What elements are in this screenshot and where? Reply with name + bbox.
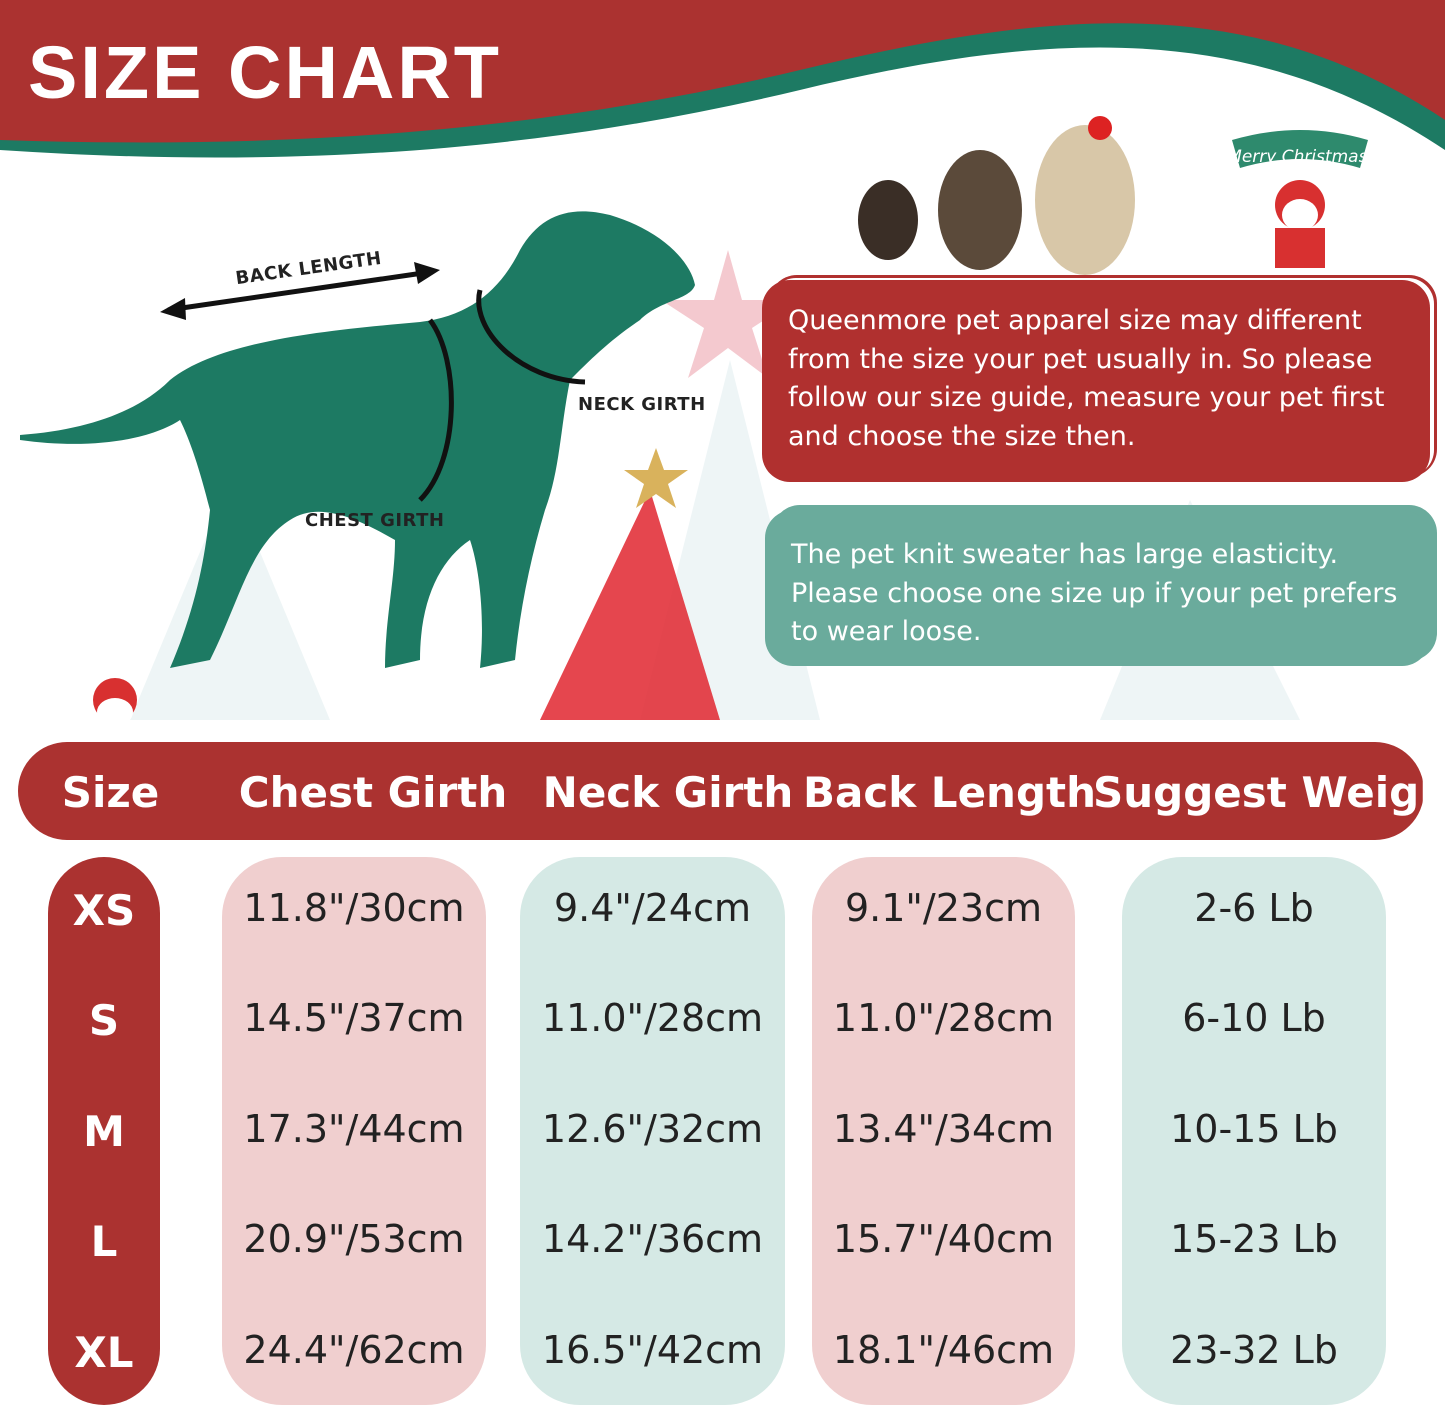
back-length-cell: 13.4"/34cm (832, 1107, 1055, 1151)
header-suggest-weight: Suggest Weight (1093, 768, 1445, 817)
size-cell: S (88, 996, 120, 1045)
size-cell: M (83, 1107, 125, 1156)
header-back-length: Back Length (803, 768, 1096, 817)
size-cell: XS (72, 886, 136, 935)
suggest-weight-cell: 23-32 Lb (1170, 1328, 1338, 1372)
santa-sign (1232, 130, 1368, 268)
header-neck-girth: Neck Girth (542, 768, 794, 817)
gold-star-icon (624, 448, 688, 508)
suggest-weight-cell: 15-23 Lb (1170, 1217, 1338, 1261)
suggest-weight-cell: 10-15 Lb (1170, 1107, 1338, 1151)
chest-girth-cell: 11.8"/30cm (243, 886, 465, 930)
chest-girth-cell: 14.5"/37cm (243, 996, 465, 1040)
header-chest-girth: Chest Girth (238, 768, 508, 817)
suggest-weight-column: 2-6 Lb 6-10 Lb 10-15 Lb 15-23 Lb 23-32 Lb (1122, 857, 1386, 1405)
size-column: XS S M L XL (48, 857, 160, 1405)
neck-girth-column: 9.4"/24cm 11.0"/28cm 12.6"/32cm 14.2"/36cm 1… (520, 857, 785, 1405)
dog-silhouette (20, 211, 695, 668)
neck-girth-cell: 11.0"/28cm (541, 996, 764, 1040)
sizing-notice: Queenmore pet apparel size may different… (762, 280, 1430, 482)
chest-girth-cell: 24.4"/62cm (243, 1328, 465, 1372)
neck-girth-label: NECK GIRTH (578, 394, 706, 415)
neck-girth-cell: 9.4"/24cm (554, 886, 751, 930)
header-size: Size (61, 768, 160, 817)
star-decoration (661, 250, 795, 378)
size-cell: L (90, 1217, 118, 1266)
neck-girth-cell: 16.5"/42cm (541, 1328, 764, 1372)
dogs-photo (858, 116, 1135, 275)
banner-red-wave (0, 0, 1445, 143)
elasticity-notice: The pet knit sweater has large elasticit… (765, 510, 1430, 666)
measurement-arrows (167, 269, 586, 502)
neck-girth-cell: 12.6"/32cm (541, 1107, 764, 1151)
back-length-cell: 15.7"/40cm (832, 1217, 1055, 1261)
back-length-cell: 11.0"/28cm (832, 996, 1055, 1040)
back-length-column: 9.1"/23cm 11.0"/28cm 13.4"/34cm 15.7"/40cm 1… (812, 857, 1075, 1405)
chest-girth-column: 11.8"/30cm 14.5"/37cm 17.3"/44cm 20.9"/53cm… (222, 857, 486, 1405)
suggest-weight-cell: 2-6 Lb (1194, 886, 1314, 930)
chest-girth-cell: 17.3"/44cm (243, 1107, 465, 1151)
christmas-ribbon-tree (540, 490, 720, 720)
merry-christmas-sign-text: Merry Christmas. (1227, 147, 1373, 167)
suggest-weight-cell: 6-10 Lb (1182, 996, 1326, 1040)
size-cell: XL (74, 1328, 134, 1377)
back-length-cell: 18.1"/46cm (832, 1328, 1055, 1372)
back-length-cell: 9.1"/23cm (845, 886, 1042, 930)
page-title: SIZE CHART (28, 31, 502, 114)
chest-girth-cell: 20.9"/53cm (243, 1217, 465, 1261)
chest-girth-label: CHEST GIRTH (305, 510, 445, 531)
neck-girth-cell: 14.2"/36cm (541, 1217, 764, 1261)
santa-corner-icon (93, 678, 137, 726)
table-header: Size Chest Girth Neck Girth Back Length … (18, 742, 1445, 840)
